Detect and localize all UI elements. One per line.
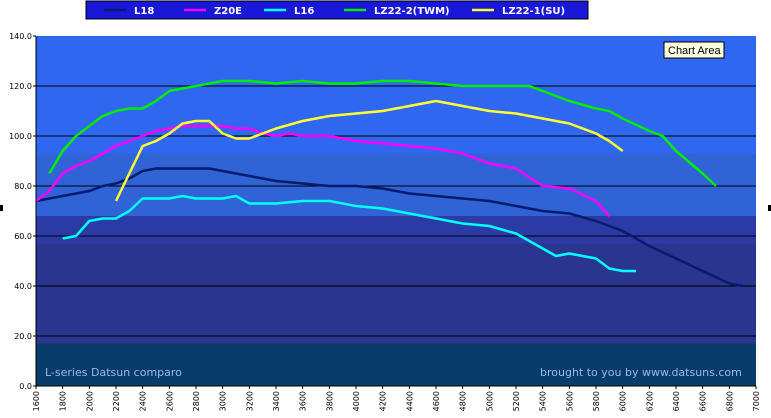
x-tick-label-20: 5600	[565, 391, 574, 411]
x-tick-label-12: 4000	[352, 391, 361, 411]
x-tick-label-21: 5800	[592, 391, 601, 411]
x-tick-label-3: 2200	[112, 391, 121, 411]
y-tick-label-3: 60.0	[14, 232, 32, 241]
x-tick-label-5: 2600	[165, 391, 174, 411]
x-tick-label-14: 4400	[405, 391, 414, 411]
x-tick-label-18: 5200	[512, 391, 521, 411]
legend-label-2: L16	[294, 6, 314, 17]
series-lines	[35, 79, 743, 288]
x-tick-label-13: 4200	[379, 391, 388, 411]
background-band-2	[36, 216, 756, 244]
x-tick-label-6: 2800	[192, 391, 201, 411]
x-tick-label-17: 5000	[485, 391, 494, 411]
x-tick-label-23: 6200	[645, 391, 654, 411]
x-tick-label-15: 4600	[432, 391, 441, 411]
tooltip-box	[663, 41, 725, 59]
x-tick-label-2: 2000	[85, 391, 94, 411]
series-line-lz22-2-twm	[48, 79, 717, 187]
grid-lines	[36, 85, 756, 337]
chart-area-tooltip: Chart Area	[663, 41, 725, 59]
y-tick-label-7: 140.0	[9, 32, 32, 41]
x-tick-label-19: 5400	[539, 391, 548, 411]
x-tick-label-0: 1600	[32, 391, 41, 411]
x-tick-label-26: 6800	[725, 391, 734, 411]
tooltip-text: Chart Area	[668, 45, 721, 57]
background-band-1	[36, 243, 756, 344]
x-tick-label-4: 2400	[139, 391, 148, 411]
series-line-l16	[62, 194, 636, 273]
background-band-0	[36, 343, 756, 386]
series-line-lz22-1-su	[114, 99, 624, 202]
x-tick-label-7: 3000	[219, 391, 228, 411]
x-tick-label-10: 3600	[299, 391, 308, 411]
left-resize-handle[interactable]	[0, 205, 3, 211]
y-tick-label-1: 20.0	[14, 332, 32, 341]
y-tick-label-4: 80.0	[14, 182, 32, 191]
legend-label-3: LZ22-2(TWM)	[374, 6, 450, 17]
legend-label-0: L18	[134, 6, 154, 17]
background-band-3	[36, 153, 756, 216]
x-tick-label-25: 6600	[699, 391, 708, 411]
x-tick-label-22: 6000	[619, 391, 628, 411]
annotation-left: L-series Datsun comparo	[45, 366, 182, 379]
x-tick-label-8: 3200	[245, 391, 254, 411]
legend-box	[85, 0, 589, 20]
y-axis-tick-labels: 0.0 20.0 40.0 60.0 80.0 100.0 120.0 140.0	[9, 32, 36, 391]
y-tick-label-0: 0.0	[19, 382, 32, 391]
x-tick-label-24: 6400	[672, 391, 681, 411]
legend: L18 Z20E L16 LZ22-2(TWM) LZ22-1(SU)	[85, 0, 589, 20]
x-tick-label-11: 3800	[325, 391, 334, 411]
plot-background	[36, 36, 756, 386]
y-tick-label-6: 120.0	[9, 82, 32, 91]
right-resize-handle[interactable]	[768, 205, 771, 211]
x-axis-tick-labels: 1600 1800 2000 2200 2400 2600 2800 3000 3200 3400…	[32, 386, 761, 411]
y-tick-label-2: 40.0	[14, 282, 32, 291]
y-tick-label-5: 100.0	[9, 132, 32, 141]
x-tick-label-9: 3400	[272, 391, 281, 411]
axes	[35, 36, 756, 387]
legend-label-4: LZ22-1(SU)	[502, 6, 565, 17]
legend-label-1: Z20E	[214, 6, 242, 17]
x-tick-label-1: 1800	[59, 391, 68, 411]
series-line-l18	[35, 167, 743, 288]
annotation-right: brought to you by www.datsuns.com	[540, 366, 742, 379]
x-tick-label-16: 4800	[459, 391, 468, 411]
x-tick-label-27: 7000	[752, 391, 761, 411]
background-band-4	[36, 36, 756, 154]
